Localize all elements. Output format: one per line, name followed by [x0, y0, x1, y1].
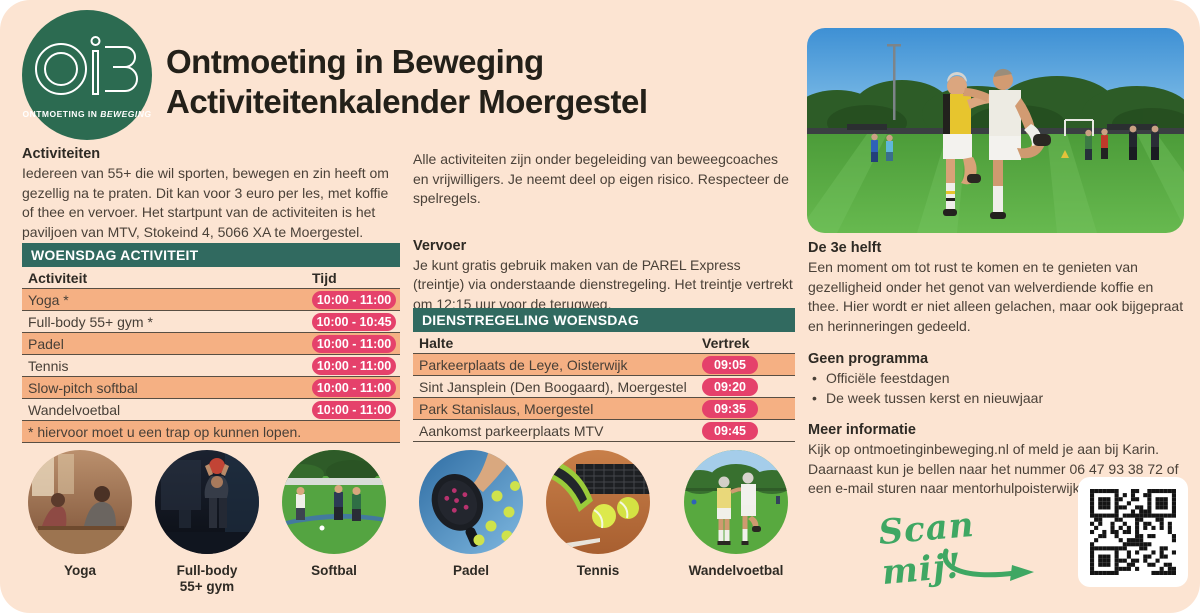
tennis-photo — [546, 450, 650, 554]
table-row: Tennis 10:00 - 11:00 — [22, 355, 400, 377]
stop-name: Park Stanislaus, Moergestel — [419, 400, 594, 417]
activity-table-title: WOENSDAG ACTIVITEIT — [22, 243, 400, 267]
time-badge: 10:00 - 11:00 — [312, 378, 396, 397]
table-row: Parkeerplaats de Leye, Oisterwijk 09:05 — [413, 354, 795, 376]
time-badge: 10:00 - 11:00 — [312, 290, 396, 309]
time-badge: 10:00 - 11:00 — [312, 334, 396, 353]
table-row: Sint Jansplein (Den Boogaard), Moergeste… — [413, 376, 795, 398]
col-halte: Halte — [419, 334, 454, 351]
logo-caption: ONTMOETING IN BEWEGING — [22, 109, 151, 119]
activity-name: Slow-pitch softbal — [28, 379, 138, 396]
supervision-text: Alle activiteiten zijn onder begeleiding… — [413, 151, 789, 206]
yoga-photo — [28, 450, 132, 554]
full-body-gym-photo — [155, 450, 259, 554]
oib-monogram-icon — [35, 36, 138, 95]
more-info-heading: Meer informatie — [808, 422, 916, 438]
time-badge: 09:45 — [702, 421, 758, 440]
timetable-wednesday: DIENSTREGELING WOENSDAG Halte Vertrek Pa… — [413, 308, 795, 442]
timetable-title: DIENSTREGELING WOENSDAG — [413, 308, 795, 332]
title-line-2: Activiteitenkalender Moergestel — [166, 83, 648, 120]
activity-name: Padel — [28, 335, 64, 352]
gallery-item-gym: Full-body 55+ gym — [155, 450, 259, 595]
middle-column: Alle activiteiten zijn onder begeleiding… — [413, 150, 795, 314]
gallery-label: Softbal — [311, 563, 357, 578]
no-program-heading: Geen programma — [808, 351, 929, 367]
activities-text: Iedereen van 55+ die wil sporten, bewege… — [22, 165, 389, 240]
activity-name: Wandelvoetbal — [28, 401, 121, 418]
activity-name: Full-body 55+ gym * — [28, 313, 153, 330]
wandelvoetbal-photo — [684, 450, 788, 554]
activities-intro: Activiteiten Iedereen van 55+ die wil sp… — [22, 146, 402, 242]
stop-name: Sint Jansplein (Den Boogaard), Moergeste… — [419, 378, 687, 395]
activity-table-header: Activiteit Tijd — [22, 267, 400, 289]
list-item: De week tussen kerst en nieuwjaar — [808, 389, 1188, 409]
gallery-item-tennis: Tennis — [546, 450, 650, 579]
table-row: Park Stanislaus, Moergestel 09:35 — [413, 398, 795, 420]
list-item: Officiële feestdagen — [808, 369, 1188, 389]
activity-name: Tennis — [28, 357, 69, 374]
gallery-item-padel: Padel — [419, 450, 523, 579]
stop-name: Parkeerplaats de Leye, Oisterwijk — [419, 356, 628, 373]
time-badge: 09:35 — [702, 399, 758, 418]
activities-heading: Activiteiten — [22, 146, 101, 162]
table-footnote: * hiervoor moet u een trap op kunnen lop… — [22, 421, 400, 443]
gallery-item-yoga: Yoga — [28, 450, 132, 579]
time-badge: 10:00 - 11:00 — [312, 356, 396, 375]
gallery-label: Tennis — [576, 563, 620, 578]
gallery-label: Wandelvoetbal — [688, 563, 784, 578]
table-row: Slow-pitch softbal 10:00 - 11:00 — [22, 377, 400, 399]
third-half-heading: De 3e helft — [808, 240, 882, 256]
oib-logo: ONTMOETING IN BEWEGING — [22, 10, 152, 140]
wednesday-activity-table: WOENSDAG ACTIVITEIT Activiteit Tijd Yoga… — [22, 243, 400, 443]
gallery-label: Full-body 55+ gym — [176, 563, 238, 594]
col-activiteit: Activiteit — [28, 269, 88, 286]
third-half-text: Een moment om tot rust te komen en te ge… — [808, 259, 1184, 334]
col-vertrek: Vertrek — [702, 334, 750, 351]
time-badge: 10:00 - 11:00 — [312, 400, 396, 419]
qr-code-svg — [1090, 489, 1176, 575]
table-row: Wandelvoetbal 10:00 - 11:00 — [22, 399, 400, 421]
time-badge: 09:20 — [702, 377, 758, 396]
no-program-list: Officiële feestdagen De week tussen kers… — [808, 369, 1188, 408]
table-row: Padel 10:00 - 11:00 — [22, 333, 400, 355]
time-badge: 10:00 - 10:45 — [312, 312, 396, 331]
logo-caption-italic: BEWEGING — [100, 109, 152, 119]
table-row: Aankomst parkeerplaats MTV 09:45 — [413, 420, 795, 442]
qr-code — [1078, 477, 1188, 587]
logo-caption-regular: ONTMOETING IN — [22, 109, 101, 119]
gallery-item-softbal: Softbal — [282, 450, 386, 579]
gallery-label: Yoga — [63, 563, 96, 578]
right-column: De 3e helft Een moment om tot rust te ko… — [808, 240, 1188, 499]
padel-photo — [419, 450, 523, 554]
gallery-label: Padel — [452, 563, 490, 578]
table-row: Full-body 55+ gym * 10:00 - 10:45 — [22, 311, 400, 333]
time-badge: 09:05 — [702, 355, 758, 374]
transport-text: Je kunt gratis gebruik maken van de PARE… — [413, 256, 793, 312]
gallery-item-wandelvoetbal: Wandelvoetbal — [684, 450, 788, 579]
transport-heading: Vervoer — [413, 237, 467, 254]
table-row: Yoga * 10:00 - 11:00 — [22, 289, 400, 311]
activity-name: Yoga * — [28, 291, 69, 308]
page-title: Ontmoeting in Beweging Activiteitenkalen… — [166, 42, 648, 122]
title-line-1: Ontmoeting in Beweging — [166, 43, 544, 80]
softbal-photo — [282, 450, 386, 554]
timetable-header: Halte Vertrek — [413, 332, 795, 354]
walking-football-photo — [807, 28, 1184, 233]
col-tijd: Tijd — [312, 269, 337, 286]
stop-name: Aankomst parkeerplaats MTV — [419, 422, 604, 439]
scan-mij-callout: Scan mij! — [877, 505, 1065, 593]
arrow-icon — [942, 548, 1034, 581]
